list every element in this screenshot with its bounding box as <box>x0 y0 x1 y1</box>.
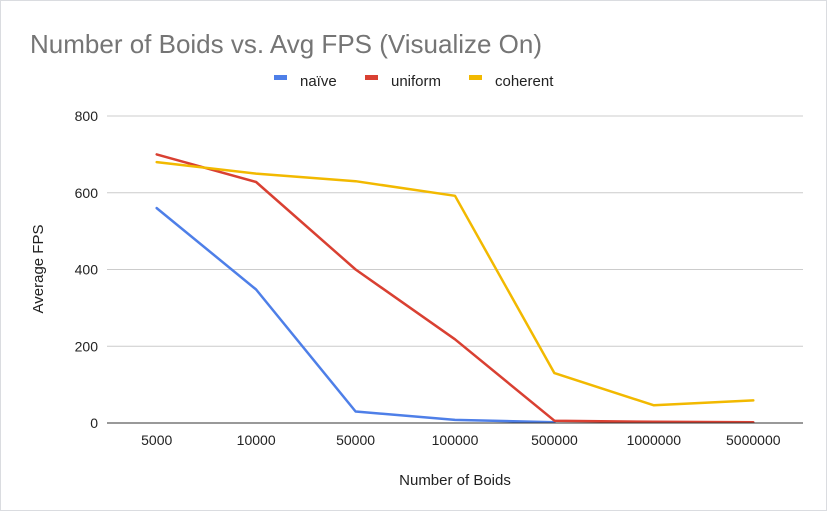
legend-swatch-uniform <box>365 75 378 80</box>
x-tick-label: 100000 <box>432 432 479 448</box>
legend-item-coherent: coherent <box>469 73 554 90</box>
x-tick-label: 500000 <box>531 432 578 448</box>
y-tick-label: 400 <box>75 262 99 278</box>
x-tick-label: 50000 <box>336 432 375 448</box>
series-lines <box>155 153 755 424</box>
legend-label-uniform: uniform <box>391 73 441 90</box>
x-axis-ticks: 5000 10000 50000 100000 500000 1000000 5000000 <box>141 432 781 448</box>
x-tick-label: 5000 <box>141 432 172 448</box>
chart-title: Number of Boids vs. Avg FPS (Visualize O… <box>30 29 542 59</box>
legend-item-uniform: uniform <box>365 73 441 90</box>
gridlines <box>107 115 803 347</box>
series-line-naive <box>155 206 556 424</box>
legend-label-naive: naïve <box>300 73 337 90</box>
legend: naïve uniform coherent <box>274 73 554 90</box>
legend-swatch-coherent <box>469 75 482 80</box>
x-tick-label: 5000000 <box>726 432 781 448</box>
y-tick-label: 800 <box>75 108 99 124</box>
legend-swatch-naive <box>274 75 287 80</box>
x-axis-title: Number of Boids <box>399 472 511 489</box>
y-tick-label: 0 <box>90 415 98 431</box>
series-line-uniform <box>155 153 755 424</box>
y-axis-ticks: 0 200 400 600 800 <box>75 108 99 431</box>
legend-item-naive: naïve <box>274 73 337 90</box>
series-line-coherent <box>155 160 755 407</box>
x-tick-label: 10000 <box>237 432 276 448</box>
y-tick-label: 600 <box>75 185 99 201</box>
x-tick-label: 1000000 <box>627 432 682 448</box>
y-axis-title: Average FPS <box>30 225 47 314</box>
y-tick-label: 200 <box>75 338 99 354</box>
legend-label-coherent: coherent <box>495 73 554 90</box>
